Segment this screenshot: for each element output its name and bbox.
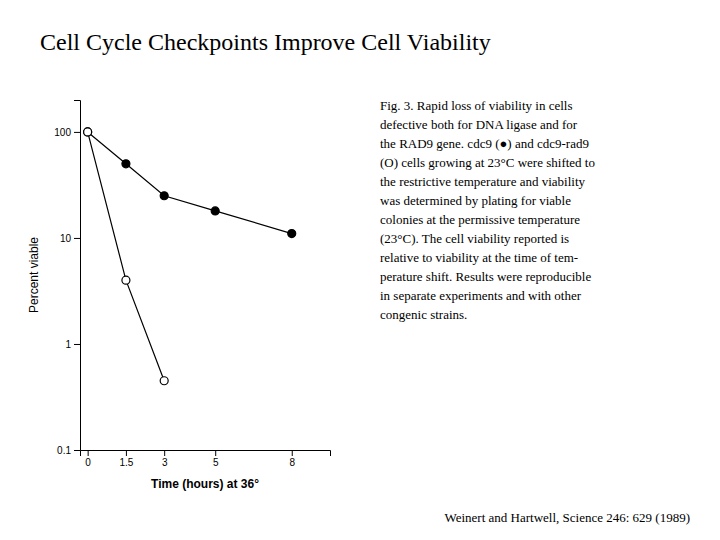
tick-mark — [74, 132, 80, 133]
tick: 8 — [289, 450, 295, 468]
tick-mark — [88, 450, 89, 456]
caption-line: perature shift. Results were reproducibl… — [380, 269, 591, 284]
caption-line: in separate experiments and with other — [380, 288, 582, 303]
title: Cell Cycle Checkpoints Improve Cell Viab… — [40, 29, 491, 55]
tick-mark — [215, 450, 216, 456]
point — [122, 276, 130, 284]
tick-label: 5 — [213, 457, 219, 468]
y-axis-title: Percent viable — [27, 237, 41, 313]
axis-line — [74, 101, 81, 451]
tick-label: 10 — [60, 233, 72, 244]
tick-mark — [292, 450, 293, 456]
point — [211, 207, 219, 215]
tick-label: 0 — [85, 457, 91, 468]
caption-line: (O) cells growing at 23°C were shifted t… — [380, 155, 595, 170]
caption-line: the RAD9 gene. cdc9 (●) and cdc9-rad9 — [380, 136, 589, 151]
point — [160, 192, 168, 200]
series-line — [88, 132, 165, 381]
tick-mark — [74, 344, 80, 345]
plot-area — [84, 128, 296, 385]
tick-mark — [126, 450, 127, 456]
tick-label: 1 — [65, 339, 71, 350]
tick-mark — [164, 450, 165, 456]
tick-label: 3 — [162, 457, 168, 468]
tick: 10 — [60, 233, 80, 244]
caption: Fig. 3. Rapid loss of viability in cells… — [380, 98, 595, 322]
tick: 100 — [54, 127, 80, 138]
caption-line: relative to viability at the time of tem… — [380, 250, 578, 265]
caption-line: the restrictive temperature and viabilit… — [380, 174, 586, 189]
x-axis: 0 1.5 3 5 8 — [81, 450, 331, 468]
tick-mark — [74, 238, 80, 239]
axis-line — [81, 451, 331, 457]
tick-label: 0.1 — [57, 445, 71, 456]
tick-mark — [74, 450, 80, 451]
tick-label: 8 — [289, 457, 295, 468]
tick: 1 — [65, 339, 80, 350]
caption-line: defective both for DNA ligase and for — [380, 117, 578, 132]
x-axis-title: Time (hours) at 36° — [151, 477, 259, 491]
tick-label: 100 — [54, 127, 71, 138]
caption-line: (23°C). The cell viability reported is — [380, 231, 569, 246]
point — [84, 128, 92, 136]
point — [122, 160, 130, 168]
point — [288, 230, 296, 238]
tick: 3 — [162, 450, 168, 468]
y-axis: 0.1 1 10 100 — [54, 101, 80, 456]
tick: 0 — [85, 450, 91, 468]
chart: Cell Cycle Checkpoints Improve Cell Viab… — [0, 0, 720, 540]
caption-line: was determined by plating for viable — [380, 193, 571, 208]
tick: 1.5 — [119, 450, 133, 468]
caption-line: congenic strains. — [380, 307, 467, 322]
caption-line: Fig. 3. Rapid loss of viability in cells — [380, 98, 572, 113]
point — [84, 128, 92, 136]
caption-line: colonies at the permissive temperature — [380, 212, 580, 227]
tick: 5 — [213, 450, 219, 468]
tick-label: 1.5 — [119, 457, 133, 468]
citation: Weinert and Hartwell, Science 246: 629 (… — [444, 510, 690, 525]
tick: 0.1 — [57, 445, 80, 456]
point — [160, 377, 168, 385]
series-line — [88, 132, 292, 234]
